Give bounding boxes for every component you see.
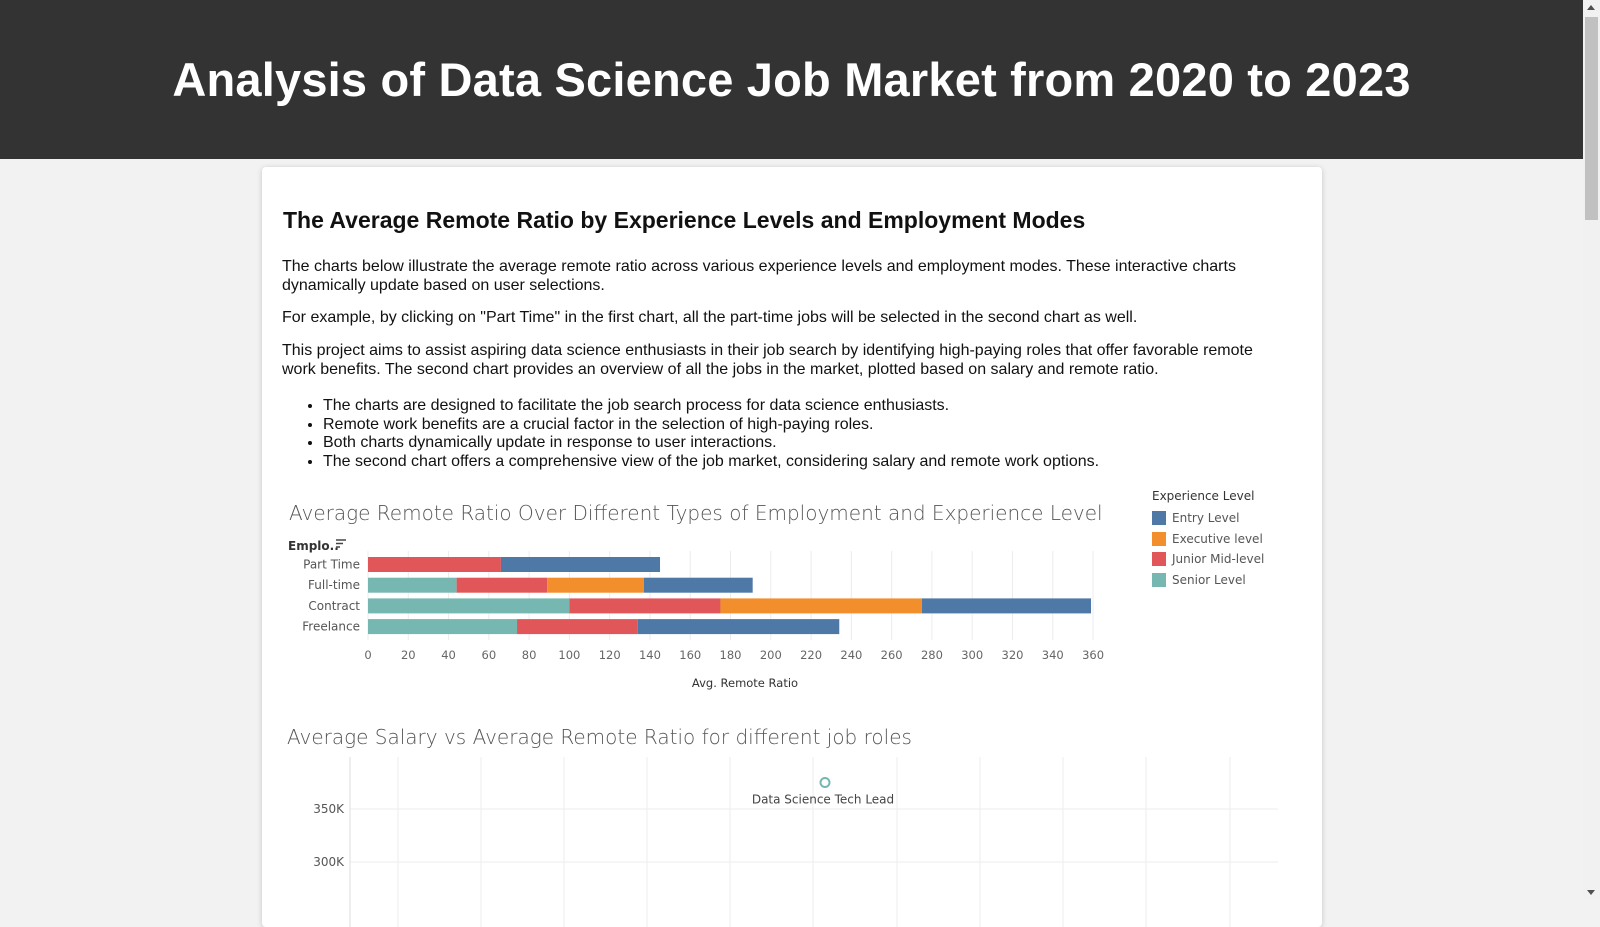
content-card: The Average Remote Ratio by Experience L… bbox=[262, 167, 1322, 927]
category-label: Part Time bbox=[303, 558, 360, 572]
bar-chart-title: Average Remote Ratio Over Different Type… bbox=[289, 501, 1103, 525]
legend-item[interactable]: Junior Mid-level bbox=[1152, 549, 1264, 570]
intro-paragraph: The charts below illustrate the average … bbox=[282, 258, 1236, 294]
scrollbar-thumb[interactable] bbox=[1585, 17, 1598, 220]
scatter-point bbox=[819, 777, 831, 788]
category-label: Contract bbox=[308, 599, 360, 613]
bar-segment bbox=[517, 619, 638, 635]
bar-segment bbox=[500, 557, 661, 572]
x-tick-label: 0 bbox=[364, 648, 371, 662]
bar-segment bbox=[368, 619, 518, 635]
section-heading: The Average Remote Ratio by Experience L… bbox=[283, 207, 1086, 233]
legend-label: Entry Level bbox=[1172, 511, 1240, 526]
list-item: The second chart offers a comprehensive … bbox=[323, 453, 1099, 472]
bar-segment bbox=[368, 557, 501, 572]
bar-segment bbox=[368, 577, 457, 593]
point-label: Data Science Tech Lead bbox=[752, 793, 894, 807]
bar-segment bbox=[637, 619, 840, 635]
vertical-scrollbar[interactable] bbox=[1583, 0, 1600, 900]
category-label: Freelance bbox=[302, 620, 360, 634]
legend-swatch bbox=[1152, 552, 1166, 567]
legend-label: Senior Level bbox=[1172, 572, 1246, 587]
x-tick-label: 280 bbox=[921, 648, 943, 662]
x-tick-label: 120 bbox=[599, 648, 621, 662]
legend-label: Junior Mid-level bbox=[1172, 552, 1265, 567]
scroll-up-arrow-icon[interactable] bbox=[1587, 5, 1595, 10]
list-item: Both charts dynamically update in respon… bbox=[323, 434, 1099, 453]
bar-segment bbox=[569, 598, 721, 614]
page-header: Analysis of Data Science Job Market from… bbox=[0, 0, 1583, 159]
legend-swatch bbox=[1152, 531, 1166, 546]
x-axis-label: Avg. Remote Ratio bbox=[692, 676, 798, 690]
legend-label: Executive level bbox=[1172, 531, 1263, 546]
bar-segment bbox=[456, 577, 548, 593]
bar-segment bbox=[643, 577, 753, 593]
y-tick-label: 300K bbox=[313, 855, 345, 869]
x-tick-label: 320 bbox=[1002, 648, 1024, 662]
list-item: Remote work benefits are a crucial facto… bbox=[323, 416, 1099, 435]
bar-segment bbox=[921, 598, 1092, 614]
scroll-down-arrow-icon[interactable] bbox=[1587, 890, 1595, 895]
legend-item[interactable]: Senior Level bbox=[1152, 570, 1264, 591]
x-tick-label: 20 bbox=[401, 648, 416, 662]
x-tick-label: 140 bbox=[639, 648, 661, 662]
x-tick-label: 300 bbox=[961, 648, 983, 662]
scatter-chart-title: Average Salary vs Average Remote Ratio f… bbox=[287, 725, 912, 749]
list-item: The charts are designed to facilitate th… bbox=[323, 397, 1099, 416]
x-tick-label: 60 bbox=[482, 648, 497, 662]
summary-list: The charts are designed to facilitate th… bbox=[282, 397, 1099, 471]
legend-swatch bbox=[1152, 572, 1166, 587]
stacked-bar-chart[interactable]: 0 20 40 60 80 100 120 140 160 180 200 220 240 260 280 3… bbox=[262, 527, 1322, 707]
x-tick-label: 40 bbox=[441, 648, 456, 662]
x-tick-label: 220 bbox=[800, 648, 822, 662]
x-tick-label: 260 bbox=[881, 648, 903, 662]
bar-segment bbox=[547, 577, 644, 593]
bar-segment bbox=[720, 598, 922, 614]
x-tick-label: 80 bbox=[522, 648, 537, 662]
y-tick-label: 350K bbox=[313, 802, 345, 816]
x-tick-label: 160 bbox=[679, 648, 701, 662]
row-header-label: Emplo.. bbox=[288, 539, 339, 553]
scatter-chart[interactable]: 350K 300K Data Science Tech Lead bbox=[262, 757, 1322, 927]
experience-legend[interactable]: Experience Level Entry Level Executive le… bbox=[1152, 489, 1264, 590]
x-tick-label: 340 bbox=[1042, 648, 1064, 662]
x-tick-label: 180 bbox=[720, 648, 742, 662]
legend-item[interactable]: Entry Level bbox=[1152, 508, 1264, 529]
bar-segment bbox=[368, 598, 570, 614]
example-paragraph: For example, by clicking on "Part Time" … bbox=[282, 309, 1138, 326]
legend-item[interactable]: Executive level bbox=[1152, 529, 1264, 550]
legend-title: Experience Level bbox=[1152, 489, 1255, 503]
page-title: Analysis of Data Science Job Market from… bbox=[172, 53, 1411, 106]
x-tick-label: 360 bbox=[1082, 648, 1104, 662]
legend-swatch bbox=[1152, 511, 1166, 526]
x-tick-label: 240 bbox=[840, 648, 862, 662]
sort-icon bbox=[336, 539, 346, 548]
x-tick-label: 200 bbox=[760, 648, 782, 662]
x-tick-label: 100 bbox=[558, 648, 580, 662]
project-paragraph: This project aims to assist aspiring dat… bbox=[282, 342, 1253, 378]
category-label: Full-time bbox=[308, 578, 360, 592]
